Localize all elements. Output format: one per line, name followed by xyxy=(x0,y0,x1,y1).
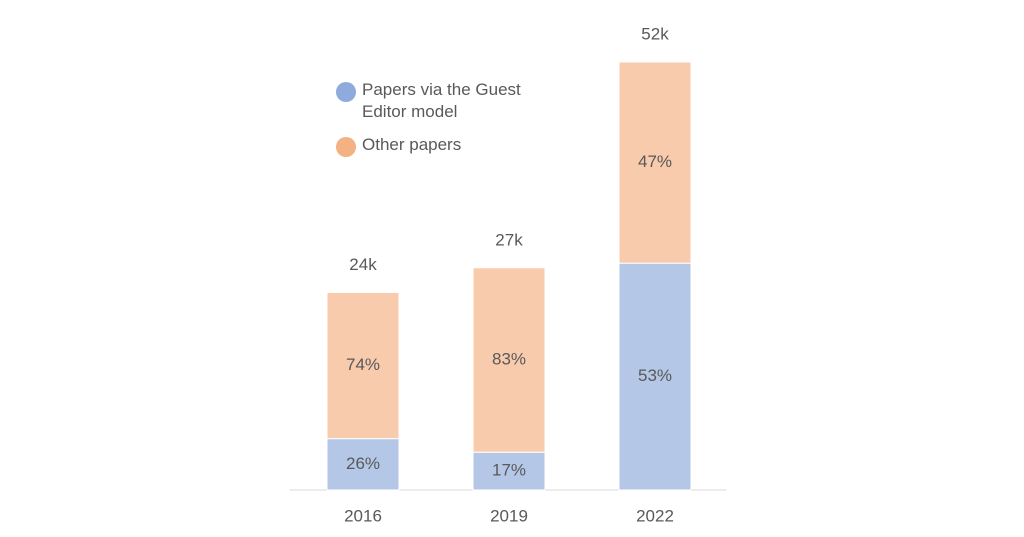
data-label: 53% xyxy=(638,366,672,385)
bar-segment xyxy=(326,291,400,440)
bar-segment xyxy=(472,267,546,453)
data-label: 74% xyxy=(346,355,380,374)
total-label: 52k xyxy=(641,24,669,43)
total-label: 24k xyxy=(349,255,377,274)
data-label: 47% xyxy=(638,152,672,171)
total-label: 27k xyxy=(495,230,523,249)
data-label: 83% xyxy=(492,349,526,368)
data-label: 26% xyxy=(346,454,380,473)
bar-segment xyxy=(618,61,692,264)
bar-segment xyxy=(618,262,692,491)
data-label: 17% xyxy=(492,461,526,480)
legend-marker xyxy=(336,137,356,157)
x-tick-label: 2019 xyxy=(490,506,528,525)
legend-marker xyxy=(336,82,356,102)
x-tick-label: 2016 xyxy=(344,506,382,525)
legend-label: Other papers xyxy=(362,135,462,154)
x-tick-label: 2022 xyxy=(636,506,674,525)
bar-segment xyxy=(326,438,400,491)
legend-label: Papers via the Guest Editor model xyxy=(362,80,521,121)
